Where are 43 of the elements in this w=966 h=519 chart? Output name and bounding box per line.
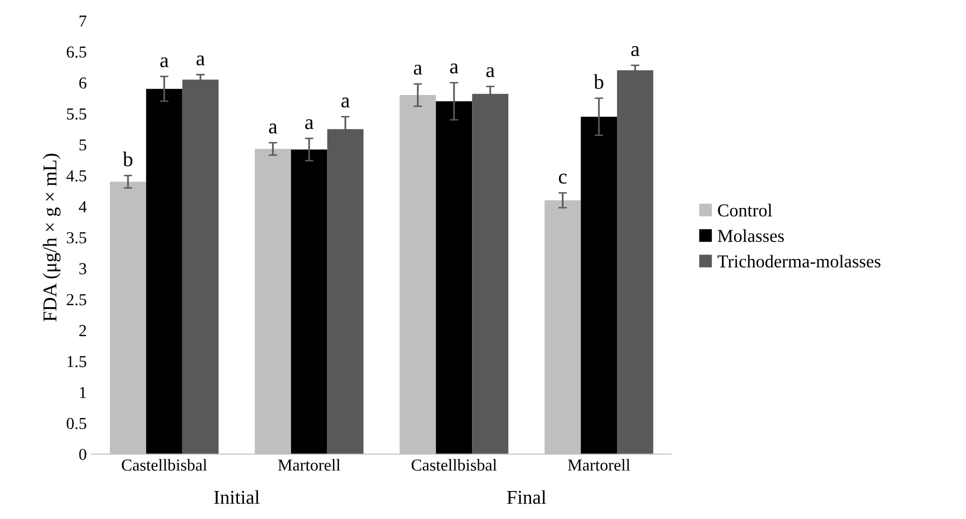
x-tick-label: Martorell xyxy=(278,458,340,471)
bar xyxy=(291,150,328,454)
y-tick-label: 2 xyxy=(79,325,86,336)
y-tick-label: 3 xyxy=(79,263,86,274)
legend-label: Trichoderma-molasses xyxy=(718,254,880,268)
y-tick-label: 6 xyxy=(79,77,86,89)
legend-label: Molasses xyxy=(718,229,784,242)
data-label: a xyxy=(414,64,422,75)
text: Initial xyxy=(214,490,260,504)
x-tick-label: Castellbisbal xyxy=(122,458,207,471)
bar xyxy=(146,88,182,454)
data-label: a xyxy=(160,57,169,68)
bar xyxy=(182,80,219,454)
y-tick-label: 0 xyxy=(79,448,86,460)
data-label: a xyxy=(486,67,495,78)
data-label: c xyxy=(558,174,567,184)
y-tick-label: 5.5 xyxy=(67,108,86,120)
x-tick-label: Castellbisbal xyxy=(412,458,497,471)
y-tick-label: 0.5 xyxy=(66,418,86,430)
y-tick-label: 4 xyxy=(78,201,87,212)
bar xyxy=(436,101,472,454)
y-axis-title: FDA (μg/h × g × mL) xyxy=(42,154,61,322)
text: Final xyxy=(507,490,546,504)
bar xyxy=(617,70,654,454)
data-label: a xyxy=(305,119,314,130)
y-tick-label: 5 xyxy=(80,139,86,151)
y-tick-label: 7 xyxy=(80,16,86,27)
data-label: a xyxy=(196,55,205,66)
data-label: b xyxy=(594,74,604,89)
bar xyxy=(580,116,618,454)
y-tick-label: 4.5 xyxy=(66,170,86,182)
y-tick-label: 1 xyxy=(80,386,86,398)
y-tick-label: 1.5 xyxy=(68,356,86,368)
y-tick-label: 6.5 xyxy=(66,46,86,58)
y-tick-label: 2.5 xyxy=(66,294,86,306)
data-label: a xyxy=(341,98,350,108)
x-tick-label: Martorell xyxy=(568,458,630,471)
data-label: a xyxy=(450,64,458,74)
y-tick-label: 3.5 xyxy=(66,232,86,244)
legend-label: Control xyxy=(718,204,772,217)
data-label: b xyxy=(122,152,132,166)
data-label: a xyxy=(269,124,278,134)
data-label: a xyxy=(631,46,640,56)
